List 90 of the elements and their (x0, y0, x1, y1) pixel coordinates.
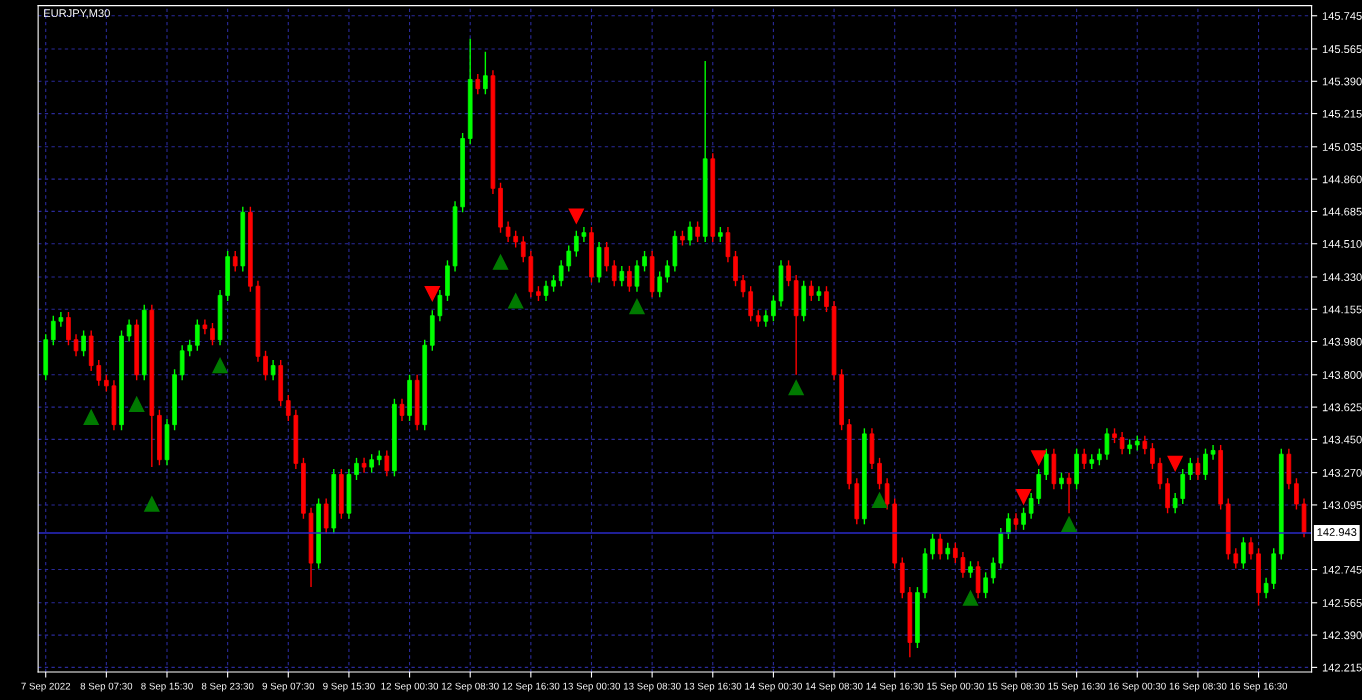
candlestick (566, 244, 572, 273)
y-tick-label: 145.215 (1322, 109, 1362, 118)
point (568, 208, 584, 224)
y-tick-label: 145.390 (1322, 77, 1362, 86)
candlestick (1294, 477, 1299, 511)
ref-line-label: 142.943 (1317, 528, 1357, 536)
candlestick (520, 235, 526, 263)
y-tick-label: 142.215 (1322, 663, 1362, 672)
candlestick (771, 294, 776, 322)
candlestick (990, 556, 996, 585)
y-tick-label: 144.155 (1322, 305, 1362, 314)
candlestick (778, 259, 784, 308)
x-tick-label: 14 Sep 08:30 (805, 682, 863, 692)
point (1167, 455, 1183, 472)
x-tick-label: 14 Sep 16:30 (866, 682, 924, 692)
candlestick (1248, 536, 1254, 561)
candlestick (96, 359, 102, 387)
x-tick-label: 7 Sep 2022 (21, 682, 71, 692)
y-tick-label: 142.745 (1322, 565, 1362, 574)
x-tick-label: 16 Sep 16:30 (1230, 682, 1288, 692)
x-tick-label: 14 Sep 00:30 (745, 682, 802, 692)
y-tick-label: 142.565 (1322, 599, 1362, 607)
point (1015, 488, 1032, 505)
candlestick (574, 230, 579, 258)
x-tick-label: 13 Sep 00:30 (563, 682, 621, 692)
point (212, 357, 228, 374)
candlestick (634, 259, 640, 293)
y-tick-label: 145.565 (1322, 45, 1362, 54)
x-tick-label: 15 Sep 16:30 (1048, 682, 1106, 692)
x-tick-label: 13 Sep 08:30 (623, 682, 681, 692)
candlestick (687, 220, 693, 247)
x-tick-label: 12 Sep 08:30 (442, 682, 499, 692)
candlestick (232, 250, 238, 273)
candlestick (983, 571, 988, 599)
point (788, 380, 804, 396)
candlestick (657, 270, 663, 298)
x-tick-label: 8 Sep 15:30 (141, 682, 193, 692)
y-tick-label: 145.035 (1322, 143, 1362, 151)
y-tick-label: 143.980 (1322, 337, 1362, 346)
candlestick (611, 259, 617, 287)
y-tick-label: 144.330 (1322, 273, 1362, 282)
y-tick-label: 142.390 (1322, 631, 1362, 640)
y-tick-label: 143.625 (1322, 403, 1362, 412)
x-tick-label: 16 Sep 08:30 (1169, 682, 1227, 692)
y-tick-label: 145.745 (1322, 12, 1362, 20)
x-tick-label: 15 Sep 00:30 (927, 682, 984, 692)
point (1031, 450, 1047, 466)
candlestick (786, 259, 791, 287)
chart-title: EURJPY,M30 (44, 9, 110, 19)
point (962, 590, 979, 606)
point (871, 492, 888, 508)
x-tick-label: 8 Sep 23:30 (201, 682, 254, 692)
y-tick-label: 143.800 (1322, 371, 1362, 379)
y-tick-label: 143.095 (1322, 501, 1362, 510)
y-tick-label: 144.685 (1322, 207, 1362, 216)
candlestick (1150, 442, 1155, 470)
point (83, 409, 99, 425)
candlestick (824, 285, 829, 313)
candlestick (1013, 512, 1019, 531)
candlestick (664, 259, 670, 284)
y-tick-label: 143.450 (1322, 435, 1362, 444)
x-tick-label: 15 Sep 08:30 (987, 682, 1045, 692)
candlestick (81, 329, 86, 358)
candlestick (642, 250, 647, 273)
point (144, 496, 160, 512)
candlestick (285, 394, 291, 422)
x-tick-label: 13 Sep 16:30 (684, 682, 742, 692)
point (129, 396, 145, 412)
x-tick-label: 9 Sep 07:30 (262, 682, 315, 692)
candlestick (195, 318, 200, 352)
candlestick (369, 453, 374, 474)
x-tick-label: 8 Sep 07:30 (80, 682, 133, 692)
point (629, 298, 645, 315)
candlestick (627, 265, 632, 293)
y-tick-label: 143.270 (1322, 468, 1362, 477)
x-tick-label: 16 Sep 00:30 (1109, 682, 1166, 692)
candlestick (1241, 536, 1246, 570)
y-tick-label: 144.860 (1322, 175, 1362, 184)
candlestick (1233, 547, 1239, 570)
y-tick-label: 144.510 (1322, 240, 1362, 248)
x-tick-label: 12 Sep 00:30 (381, 682, 439, 692)
x-tick-label: 9 Sep 15:30 (323, 682, 375, 692)
point (492, 254, 509, 270)
candlestick (695, 220, 700, 243)
point (508, 293, 524, 309)
x-tick-label: 12 Sep 16:30 (502, 682, 560, 692)
point (424, 285, 440, 302)
candlestick (930, 532, 935, 561)
point (1061, 516, 1077, 532)
candlestick (604, 241, 609, 273)
